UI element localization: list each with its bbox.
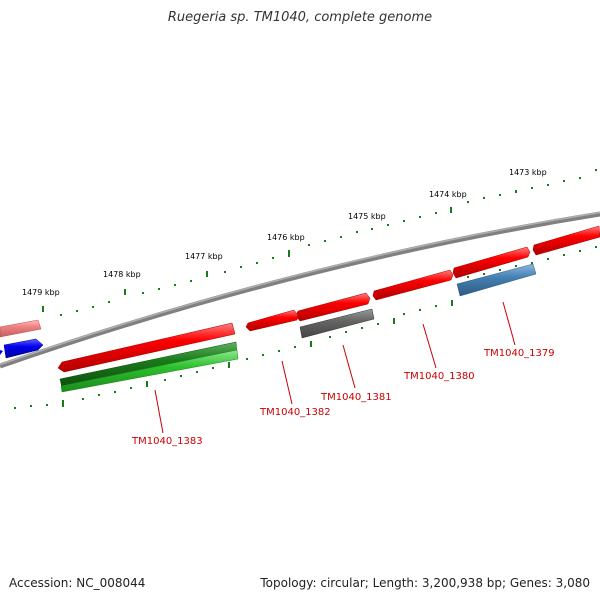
genome-backbone [0,211,600,369]
gene-arrow[interactable] [0,319,42,338]
gene-label-1379[interactable]: TM1040_1379 [483,348,555,359]
gene-arrow[interactable] [57,322,236,373]
gene-arrow[interactable] [245,309,299,332]
gene-arrow[interactable] [0,338,44,359]
gene-arrow[interactable] [59,341,239,393]
topology-text: Topology: circular; Length: 3,200,938 bp… [260,576,590,590]
gene-arrow[interactable] [372,269,454,301]
gene-label-1383[interactable]: TM1040_1383 [131,436,203,447]
gene-arrow[interactable] [456,263,537,297]
tick-label-1477: 1477 kbp [185,252,223,261]
tick-label-1478: 1478 kbp [103,270,141,279]
gene-label-1381[interactable]: TM1040_1381 [320,392,392,403]
gene-arrow[interactable] [452,246,531,279]
tick-label-1474: 1474 kbp [429,190,467,199]
gene-arrow[interactable] [299,308,375,339]
gene-arrow[interactable] [532,225,600,256]
accession-text: Accession: NC_008044 [9,576,146,590]
gene-leader-lines [154,301,516,434]
map-title: Ruegeria sp. TM1040, complete genome [167,10,433,25]
gene-label-1382[interactable]: TM1040_1382 [259,407,331,418]
tick-label-1479: 1479 kbp [22,288,60,297]
tick-label-1476: 1476 kbp [267,233,305,242]
tick-label-1475: 1475 kbp [348,212,386,221]
inner-tick-ring [14,246,597,409]
outer-tick-ring [10,169,597,330]
tick-label-1473: 1473 kbp [509,168,547,177]
gene-label-1380[interactable]: TM1040_1380 [403,371,475,382]
